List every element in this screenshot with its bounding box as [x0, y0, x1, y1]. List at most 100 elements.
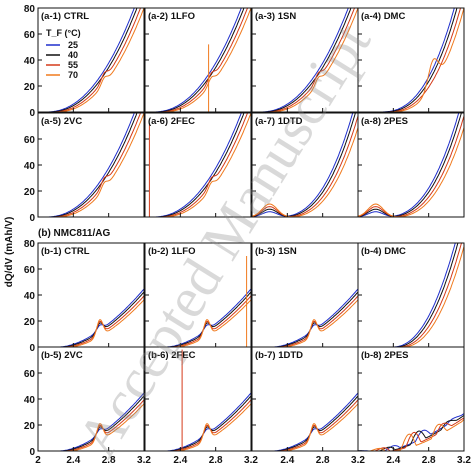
series-line-25	[252, 8, 358, 112]
panel-label: (a-3) 1SN	[255, 11, 296, 22]
panel-label: (b-1) CTRL	[41, 246, 90, 257]
panel: (a-4) DMC	[357, 7, 465, 113]
series-line-25	[38, 113, 144, 217]
panel-label: (b-6) 2FEC	[148, 350, 196, 361]
y-tick-label: 60	[24, 369, 36, 380]
panel: 0 20 40 60 80 (b-1) CTRL	[24, 239, 145, 354]
series-line-25	[145, 8, 251, 112]
series-line-25	[145, 288, 251, 347]
series-line-40	[358, 414, 464, 451]
x-tick-label: 2.8	[422, 455, 436, 466]
x-tick-label: 2.4	[386, 455, 400, 466]
panel: 2.4 2.8 3.2 (b-8) 2PES	[357, 346, 471, 466]
series-group	[145, 349, 251, 451]
series-group	[252, 288, 358, 347]
panel-frame	[357, 7, 465, 113]
series-line-40	[145, 291, 251, 347]
series-line-70	[252, 8, 358, 112]
panel: 0 20 40 60 2 2.4 2.8 3.2 (b-5) 2VC	[24, 346, 151, 466]
y-tick-label: 0	[29, 447, 35, 458]
series-line-25	[38, 288, 144, 347]
series-line-70	[358, 419, 464, 451]
panel: 2.4 2.8 3.2 (b-6) 2FEC	[144, 346, 258, 466]
series-line-55	[358, 8, 464, 112]
series-group	[252, 113, 358, 217]
panel: (a-8) 2PES	[357, 112, 465, 218]
series-line-40	[38, 291, 144, 347]
series-line-70	[252, 127, 358, 217]
series-group	[38, 392, 144, 451]
x-tick-label: 3.2	[457, 455, 471, 466]
series-line-40	[358, 8, 464, 112]
panel-label: (a-2) 1LFO	[148, 11, 195, 22]
series-group	[358, 113, 464, 217]
series-line-25	[358, 243, 464, 347]
section-b-title: (b) NMC811/AG	[38, 228, 110, 239]
panel-frame	[251, 346, 359, 452]
panel-label: (b-8) 2PES	[361, 350, 409, 361]
series-line-25	[252, 392, 358, 451]
legend-entry-label: 25	[68, 40, 78, 50]
series-line-70	[145, 403, 251, 451]
x-tick-label: 2.8	[102, 455, 116, 466]
series-line-70	[145, 256, 251, 347]
series-line-55	[145, 295, 251, 347]
legend-title: T_F (°C)	[46, 28, 81, 38]
series-line-25	[38, 8, 144, 112]
panel-label: (b-2) 1LFO	[148, 246, 196, 257]
series-line-40	[252, 291, 358, 347]
series-line-70	[145, 8, 251, 112]
y-tick-label: 20	[24, 421, 36, 432]
x-tick-label: 2.4	[66, 455, 80, 466]
legend-entry-label: 70	[68, 70, 78, 80]
panel-frame	[37, 346, 145, 452]
y-tick-label: 40	[24, 291, 36, 302]
series-line-70	[38, 113, 144, 217]
panel-label: (b-3) 1SN	[255, 246, 297, 257]
series-line-40	[358, 243, 464, 347]
series-group	[145, 8, 251, 112]
y-tick-label: 40	[24, 395, 36, 406]
y-tick-label: 20	[24, 82, 36, 93]
series-line-25	[358, 413, 464, 451]
series-group	[252, 392, 358, 451]
series-line-40	[145, 395, 251, 451]
x-tick-label: 2.4	[173, 455, 187, 466]
panel-frame	[144, 242, 252, 348]
y-tick-label: 20	[24, 317, 36, 328]
panel-frame	[144, 346, 252, 452]
y-tick-label: 60	[24, 30, 36, 41]
series-group	[38, 288, 144, 347]
panel-frame	[251, 242, 359, 348]
series-line-70	[38, 403, 144, 451]
y-tick-label: 40	[24, 161, 36, 172]
y-tick-label: 60	[24, 135, 36, 146]
panel-label: (a-6) 2FEC	[148, 116, 195, 127]
panel-label: (a-5) 2VC	[41, 116, 82, 127]
series-line-70	[38, 8, 144, 112]
panel: 0 20 40 60 80 (a-1) CTRL	[24, 4, 145, 119]
series-line-70	[358, 8, 464, 112]
series-line-55	[145, 349, 251, 451]
panel: (b-3) 1SN	[251, 242, 359, 348]
series-line-25	[252, 113, 358, 217]
y-tick-label: 80	[24, 4, 36, 15]
x-tick-label: 2.4	[280, 455, 294, 466]
panel-label: (b-5) 2VC	[41, 350, 83, 361]
series-line-55	[252, 295, 358, 347]
panel-frame	[251, 112, 359, 218]
panel-frame	[37, 242, 145, 348]
x-tick-label: 2.8	[316, 455, 330, 466]
panel-label: (b-7) 1DTD	[255, 350, 303, 361]
series-line-25	[252, 288, 358, 347]
series-line-55	[38, 295, 144, 347]
legend-entry-label: 55	[68, 60, 78, 70]
x-tick-label: 2.8	[209, 455, 223, 466]
y-tick-label: 0	[29, 213, 35, 224]
x-tick-label: 2	[35, 455, 41, 466]
series-line-25	[145, 113, 251, 217]
series-line-55	[358, 115, 464, 217]
x-tick-label: 3.2	[351, 455, 365, 466]
y-tick-label: 60	[24, 265, 36, 276]
